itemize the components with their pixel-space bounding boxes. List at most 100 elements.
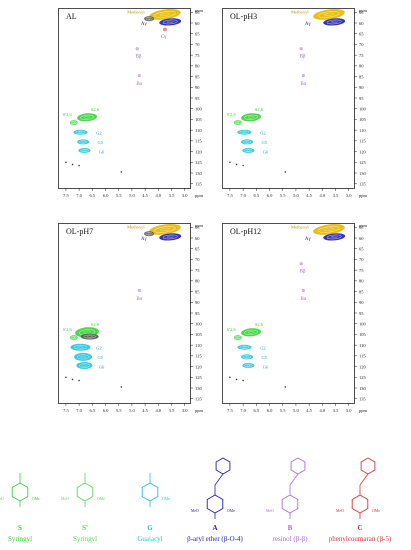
x-tick-label: 6.0 xyxy=(103,193,109,198)
structure-letter: S' xyxy=(82,524,88,532)
y-tick-label: 55 xyxy=(359,225,364,230)
s-prime-peak xyxy=(69,120,78,126)
x-tick-label: 6.5 xyxy=(90,193,96,198)
y-tick-label: 130 xyxy=(195,386,203,391)
y-tick-label: 90 xyxy=(359,300,364,305)
structure-drawing: MeO OMe xyxy=(191,457,235,519)
panel-title: AL xyxy=(66,12,77,21)
y-tick-label: 105 xyxy=(359,332,367,337)
noise-speck xyxy=(235,163,238,166)
x-tick-label: 5.5 xyxy=(280,408,286,413)
y-tick-label: 135 xyxy=(195,182,203,187)
y-tick-label: 110 xyxy=(359,128,366,133)
s-prime-label: S'2,6 xyxy=(227,112,237,118)
g2-peak xyxy=(70,343,91,351)
b-beta-peak xyxy=(299,262,303,266)
b-beta-label: Bβ xyxy=(300,54,306,59)
x-tick-label: 5.0 xyxy=(293,193,299,198)
b-alpha-label: Bα xyxy=(136,297,142,302)
x-tick-label: 7.0 xyxy=(240,408,246,413)
y-tick-label: 105 xyxy=(195,332,203,337)
g6-peak xyxy=(76,362,93,369)
aromatic-ring xyxy=(290,457,306,475)
structure-drawing: MeO xyxy=(266,457,306,519)
structure-name: Guaiacyl xyxy=(137,535,163,543)
g2-peak xyxy=(237,344,252,350)
methoxy-label: MeO xyxy=(0,497,4,501)
s-prime-label: S'2,6 xyxy=(63,327,73,333)
y-tick-label: 125 xyxy=(359,375,367,380)
y-tick-label: 100 xyxy=(359,322,367,327)
x-tick-label: 6.0 xyxy=(267,408,273,413)
y-tick-label: 70 xyxy=(195,257,200,262)
g6-label: G6 xyxy=(99,365,105,370)
hsqc-panel: OL-pH7 55 60 65 70 75 80 85 90 95 100 105 110 115 120 1… xyxy=(58,223,204,413)
panel-title: OL-pH3 xyxy=(230,12,257,21)
impurity-peak xyxy=(144,231,155,237)
g6-label: G6 xyxy=(99,150,105,155)
y-tick-label: 65 xyxy=(195,247,200,252)
y-tick-label: 110 xyxy=(195,128,202,133)
methoxyl-label: Methoxyl xyxy=(127,9,145,14)
y-tick-label: 65 xyxy=(359,32,364,37)
noise-speck xyxy=(65,161,67,164)
g2-peak xyxy=(237,129,252,135)
y-tick-label: 55 xyxy=(195,10,200,15)
x-tick-label: 3.0 xyxy=(182,193,188,198)
y-tick-label: 100 xyxy=(195,107,203,112)
x-axis-unit: ppm xyxy=(359,408,368,413)
b-alpha-peak xyxy=(137,74,141,77)
x-tick-label: 4.5 xyxy=(306,408,312,413)
y-tick-label: 60 xyxy=(359,21,364,26)
x-tick-label: 6.5 xyxy=(90,408,96,413)
y-tick-label: 115 xyxy=(359,139,366,144)
y-tick-label: 135 xyxy=(359,397,367,402)
y-tick-label: 85 xyxy=(195,289,200,294)
x-tick-label: 5.0 xyxy=(129,193,135,198)
noise-speck xyxy=(120,171,123,173)
x-tick-label: 4.5 xyxy=(306,193,312,198)
y-tick-label: 135 xyxy=(195,397,203,402)
x-tick-label: 6.5 xyxy=(254,193,260,198)
x-tick-label: 6.0 xyxy=(103,408,109,413)
overlap-peak xyxy=(80,333,99,340)
x-tick-label: 4.0 xyxy=(320,408,326,413)
aromatic-ring xyxy=(215,457,231,475)
b-alpha-peak xyxy=(301,289,305,292)
g2-label: G2 xyxy=(96,130,102,135)
x-tick-label: 7.5 xyxy=(227,193,233,198)
methoxyl-peak xyxy=(149,223,181,235)
b-beta-peak xyxy=(135,47,139,51)
y-tick-label: 60 xyxy=(195,21,200,26)
x-tick-label: 7.5 xyxy=(227,408,233,413)
hsqc-panel: OL-pH3 55 60 65 70 75 80 85 90 95 100 105 110 115 120 1… xyxy=(222,8,368,198)
g6-peak xyxy=(78,148,91,153)
x-tick-label: 3.5 xyxy=(169,193,175,198)
y-tick-label: 80 xyxy=(195,279,200,284)
g2-peak xyxy=(73,129,88,135)
y-tick-label: 125 xyxy=(195,375,203,380)
x-tick-label: 5.5 xyxy=(116,193,122,198)
y-tick-label: 70 xyxy=(359,257,364,262)
methoxyl-peak xyxy=(313,223,345,235)
a-gamma-label: Aγ xyxy=(305,22,312,27)
y-tick-label: 120 xyxy=(359,364,367,369)
y-tick-label: 135 xyxy=(359,182,367,187)
b-alpha-peak xyxy=(137,289,141,292)
aromatic-ring xyxy=(360,457,376,475)
structure-letter: C xyxy=(357,524,363,532)
a-gamma-peak xyxy=(159,233,182,241)
structure-letter: G xyxy=(147,524,153,532)
x-tick-label: 4.5 xyxy=(142,193,148,198)
y-tick-label: 90 xyxy=(195,300,200,305)
plot-frame xyxy=(58,223,191,404)
y-tick-label: 110 xyxy=(195,343,202,348)
b-beta-label: Bβ xyxy=(300,269,306,274)
a-gamma-peak xyxy=(159,18,182,26)
y-tick-label: 120 xyxy=(195,364,203,369)
y-axis-unit: ppm xyxy=(359,8,368,13)
s-prime-peak xyxy=(69,335,78,341)
g5-peak xyxy=(77,139,90,145)
x-tick-label: 6.5 xyxy=(254,408,260,413)
structure-name: Syringyl xyxy=(72,535,98,543)
